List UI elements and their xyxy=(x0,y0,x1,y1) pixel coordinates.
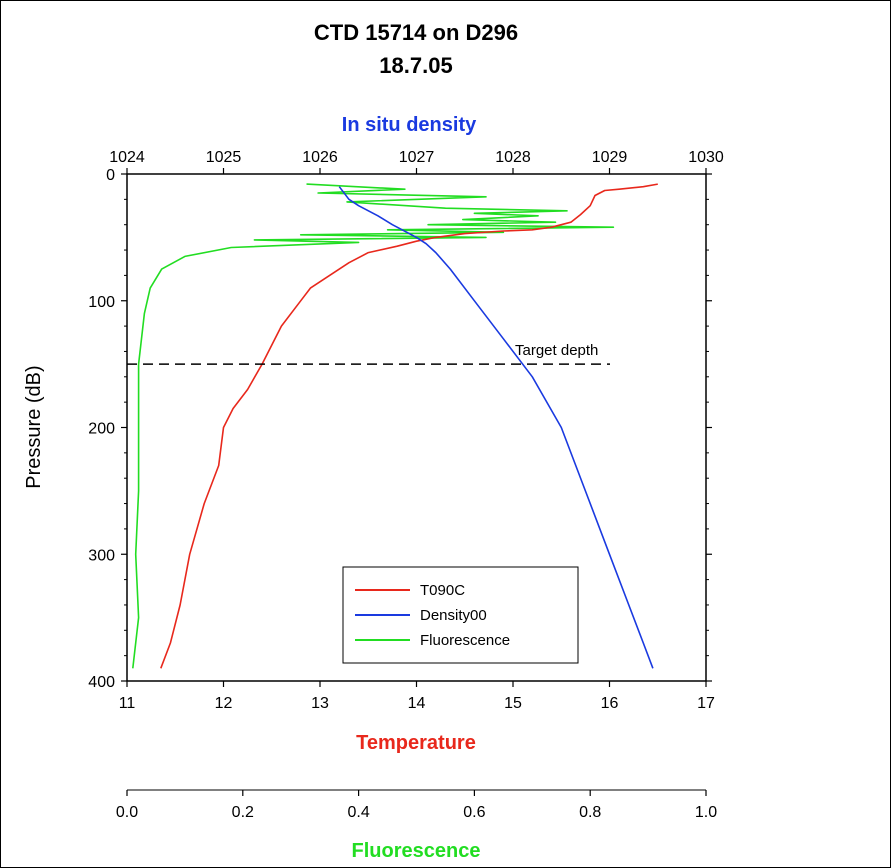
top-tick-label: 1027 xyxy=(399,149,435,166)
series-line-t090c xyxy=(160,183,658,669)
series-line-density00 xyxy=(338,186,654,669)
bottom-axis-label: Temperature xyxy=(356,732,476,754)
y-tick-label: 300 xyxy=(88,547,115,564)
fluorescence-axis-ticks: 0.0 0.2 0.4 0.6 0.8 1.0 xyxy=(116,790,717,821)
top-tick-label: 1030 xyxy=(688,149,724,166)
top-tick-label: 1025 xyxy=(206,149,242,166)
chart-title: CTD 15714 on D296 xyxy=(314,20,518,45)
target-depth-label: Target depth xyxy=(515,342,598,359)
series-layer xyxy=(132,183,658,669)
chart-subtitle: 18.7.05 xyxy=(379,53,452,78)
bottom-tick-label: 15 xyxy=(504,695,522,712)
y-tick-label: 0 xyxy=(106,167,115,184)
bottom-tick-label: 16 xyxy=(601,695,619,712)
series-line-fluorescence xyxy=(132,183,615,669)
fluorescence-tick-label: 0.2 xyxy=(232,804,254,821)
fluorescence-axis-label: Fluorescence xyxy=(352,840,481,862)
bottom-tick-label: 12 xyxy=(215,695,233,712)
top-axis-ticks: 1024 1025 1026 1027 1028 1029 1030 xyxy=(109,149,724,174)
top-tick-label: 1028 xyxy=(495,149,531,166)
legend-label-t090c: T090C xyxy=(420,582,465,599)
bottom-tick-label: 14 xyxy=(408,695,426,712)
y-tick-label: 200 xyxy=(88,421,115,438)
top-tick-label: 1029 xyxy=(592,149,628,166)
bottom-tick-label: 11 xyxy=(119,695,136,712)
y-tick-label: 400 xyxy=(88,674,115,691)
fluorescence-tick-label: 0.4 xyxy=(347,804,369,821)
fluorescence-tick-label: 1.0 xyxy=(695,804,717,821)
legend: T090C Density00 Fluorescence xyxy=(342,566,579,664)
bottom-axis-ticks: 11 12 13 14 15 16 17 xyxy=(119,681,715,712)
y-axis-label: Pressure (dB) xyxy=(23,365,45,488)
top-tick-label: 1026 xyxy=(302,149,338,166)
y-tick-label: 100 xyxy=(88,294,115,311)
top-tick-label: 1024 xyxy=(109,149,145,166)
top-axis-label: In situ density xyxy=(342,114,477,136)
bottom-tick-label: 17 xyxy=(697,695,715,712)
bottom-tick-label: 13 xyxy=(311,695,329,712)
fluorescence-tick-label: 0.0 xyxy=(116,804,138,821)
fluorescence-tick-label: 0.8 xyxy=(579,804,601,821)
legend-label-fluorescence: Fluorescence xyxy=(420,632,510,649)
fluorescence-tick-label: 0.6 xyxy=(463,804,485,821)
y-axis-ticks: 0 100 200 300 400 xyxy=(88,167,712,691)
legend-label-density00: Density00 xyxy=(420,607,487,624)
